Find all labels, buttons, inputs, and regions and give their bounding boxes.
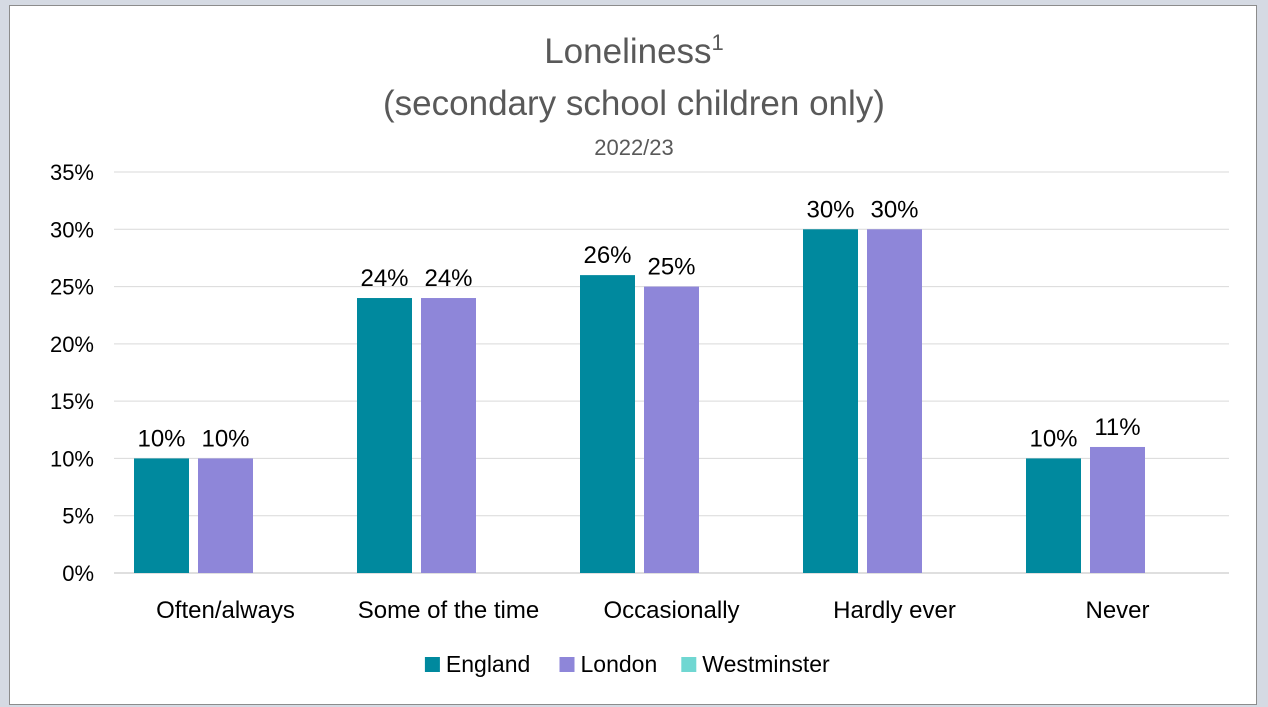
bar-england	[1026, 458, 1081, 573]
chart-title-text: Loneliness	[544, 32, 711, 71]
legend-swatch-westminster	[681, 657, 697, 672]
legend-swatch-london	[559, 657, 575, 672]
y-tick-label: 10%	[50, 446, 94, 471]
chart-title-superscript: 1	[712, 30, 724, 55]
data-labels: 10% 10% 24% 24% 26% 25% 30% 30% 10% 11%	[137, 196, 1140, 452]
y-tick-label: 35%	[50, 160, 94, 185]
chart-subtitle: (secondary school children only)	[383, 84, 885, 123]
x-category-label: Occasionally	[603, 597, 739, 624]
chart-title: Loneliness1	[544, 30, 724, 71]
bar-england	[357, 298, 412, 573]
legend-label-westminster: Westminster	[702, 651, 830, 677]
chart-subtitle-year: 2022/23	[594, 135, 674, 160]
x-axis-categories: Often/always Some of the time Occasionally…	[156, 597, 1149, 624]
data-label: 30%	[870, 196, 918, 223]
bar-england	[134, 458, 189, 573]
bars	[134, 229, 1145, 574]
data-label: 10%	[201, 425, 249, 452]
legend-swatch-england	[424, 657, 440, 672]
data-label: 24%	[424, 265, 472, 292]
data-label: 25%	[647, 254, 695, 281]
y-tick-label: 0%	[62, 561, 94, 586]
data-label: 26%	[583, 242, 631, 269]
bar-london	[421, 298, 476, 573]
bar-london	[1090, 446, 1145, 573]
y-tick-label: 20%	[50, 332, 94, 357]
data-label: 10%	[137, 425, 185, 452]
x-category-label: Often/always	[156, 597, 295, 624]
legend-label-england: England	[446, 651, 530, 677]
bar-england	[580, 275, 635, 573]
bar-london	[644, 286, 699, 573]
y-axis-ticks: 0% 5% 10% 15% 20% 25% 30% 35%	[50, 160, 94, 586]
data-label: 30%	[806, 196, 854, 223]
legend-label-london: London	[581, 651, 658, 677]
data-label: 24%	[360, 265, 408, 292]
x-category-label: Some of the time	[358, 597, 539, 624]
x-category-label: Hardly ever	[833, 597, 956, 624]
bar-london	[198, 458, 253, 573]
y-tick-label: 15%	[50, 389, 94, 414]
chart-frame: Loneliness1 (secondary school children o…	[9, 5, 1257, 705]
bar-england	[803, 229, 858, 574]
data-label: 10%	[1029, 425, 1077, 452]
y-tick-label: 30%	[50, 217, 94, 242]
loneliness-bar-chart: Loneliness1 (secondary school children o…	[50, 30, 1229, 677]
y-tick-label: 25%	[50, 275, 94, 300]
legend: England London Westminster	[424, 651, 830, 677]
x-category-label: Never	[1085, 597, 1149, 624]
data-label: 11%	[1094, 414, 1140, 441]
y-tick-label: 5%	[62, 504, 94, 529]
bar-london	[867, 229, 922, 574]
